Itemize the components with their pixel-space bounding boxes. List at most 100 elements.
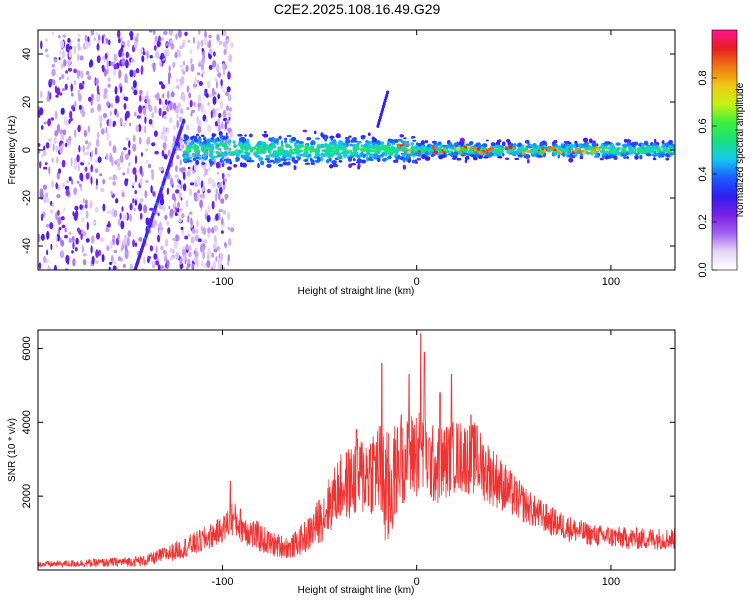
heatmap-cell (219, 186, 223, 195)
heatmap-cell (124, 73, 128, 82)
heatmap-cell (64, 227, 67, 233)
heatmap-cell (206, 215, 211, 223)
heatmap-cell (55, 182, 58, 190)
heatmap-cell (201, 47, 204, 52)
heatmap-cell (110, 176, 114, 180)
heatmap-cell (173, 135, 176, 144)
heatmap-cell (418, 142, 423, 147)
heatmap-cell (262, 145, 267, 148)
heatmap-cell (112, 181, 116, 186)
heatmap-cell (416, 142, 419, 146)
heatmap-cell (246, 143, 251, 147)
heatmap-cell (601, 153, 607, 157)
heatmap-cell (310, 148, 316, 153)
heatmap-cell (136, 115, 141, 119)
colorbar: 0.0 0.2 0.4 0.6 0.8 Normalized spectral ampl… (697, 29, 746, 278)
heatmap-cell (118, 38, 121, 44)
heatmap-cell (102, 112, 108, 119)
heatmap-cell (227, 94, 232, 102)
heatmap-cell (206, 259, 211, 268)
heatmap-cell (293, 165, 297, 171)
heatmap-cell (124, 153, 129, 161)
heatmap-cell (286, 134, 292, 138)
heatmap-cell (217, 192, 221, 201)
heatmap-cell (208, 41, 212, 49)
heatmap-cell (570, 147, 574, 151)
heatmap-cell (196, 179, 200, 186)
heatmap-cell (310, 140, 316, 146)
heatmap-cell (209, 159, 212, 164)
heatmap-cell (81, 110, 86, 118)
heatmap-cell (174, 212, 178, 216)
heatmap-cell (60, 250, 64, 257)
heatmap-cell (414, 151, 420, 156)
heatmap-cell (220, 198, 225, 204)
heatmap-cell (191, 170, 195, 175)
heatmap-cell (200, 103, 204, 113)
heatmap-cell (182, 171, 186, 180)
heatmap-cell (80, 70, 84, 79)
heatmap-cell (182, 39, 186, 45)
heatmap-cell (211, 200, 215, 210)
heatmap-cell (376, 140, 381, 146)
heatmap-cell (202, 227, 207, 235)
heatmap-cell (149, 30, 153, 33)
heatmap-cell (206, 253, 210, 261)
heatmap-cell (107, 77, 111, 82)
snr-x-tick-label: 100 (602, 576, 620, 588)
heatmap-cell (123, 263, 126, 269)
heatmap-cell (258, 151, 263, 154)
heatmap-cell (39, 192, 44, 200)
heatmap-cell (315, 153, 321, 157)
heatmap-cell (40, 125, 44, 130)
heatmap-cell (224, 242, 227, 247)
heatmap-cell (47, 118, 51, 127)
heatmap-cell (221, 155, 225, 159)
heatmap-cell (173, 240, 178, 250)
heatmap-cell (266, 163, 272, 168)
heatmap-cell (579, 155, 584, 160)
heatmap-cell (227, 254, 231, 262)
heatmap-cell (186, 85, 190, 93)
heatmap-cell (646, 152, 651, 157)
heatmap-cell (370, 158, 374, 162)
heatmap-cell (478, 151, 484, 155)
heatmap-cell (112, 145, 117, 154)
heatmap-cell (477, 144, 482, 149)
heatmap-cell (248, 146, 253, 150)
heatmap-cell (135, 125, 139, 133)
heatmap-cell (302, 129, 307, 133)
heatmap-cell (459, 137, 465, 143)
heatmap-cell (244, 134, 247, 137)
heatmap-cell (65, 70, 69, 74)
heatmap-cell (374, 154, 378, 159)
heatmap-cell (268, 137, 273, 141)
heatmap-cell (332, 145, 336, 150)
heatmap-cell (208, 48, 212, 55)
heatmap-cell (154, 150, 159, 155)
heatmap-cell (43, 256, 47, 263)
heatmap-cell (112, 123, 115, 128)
heatmap-cell (110, 190, 113, 196)
heatmap-cell (604, 156, 609, 160)
heatmap-cell (552, 148, 557, 152)
heatmap-cell (111, 238, 116, 246)
heatmap-cell (154, 260, 159, 266)
heatmap-cell (82, 259, 87, 266)
heatmap-cell (360, 144, 365, 148)
heatmap-cell (218, 142, 222, 147)
heatmap-cell (73, 68, 77, 74)
heatmap-cell (182, 60, 186, 66)
heatmap-cell (304, 162, 310, 165)
heatmap-cell (497, 150, 503, 153)
heatmap-cell (273, 139, 279, 144)
heatmap-cell (95, 184, 98, 190)
heatmap-cell (285, 158, 291, 161)
heatmap-cell (217, 258, 222, 265)
heatmap-cell (169, 208, 174, 217)
heatmap-cell (46, 230, 50, 240)
heatmap-cell (193, 192, 198, 198)
heatmap-cell (212, 108, 216, 115)
heatmap-cell (173, 208, 176, 214)
heatmap-cell (188, 245, 192, 250)
